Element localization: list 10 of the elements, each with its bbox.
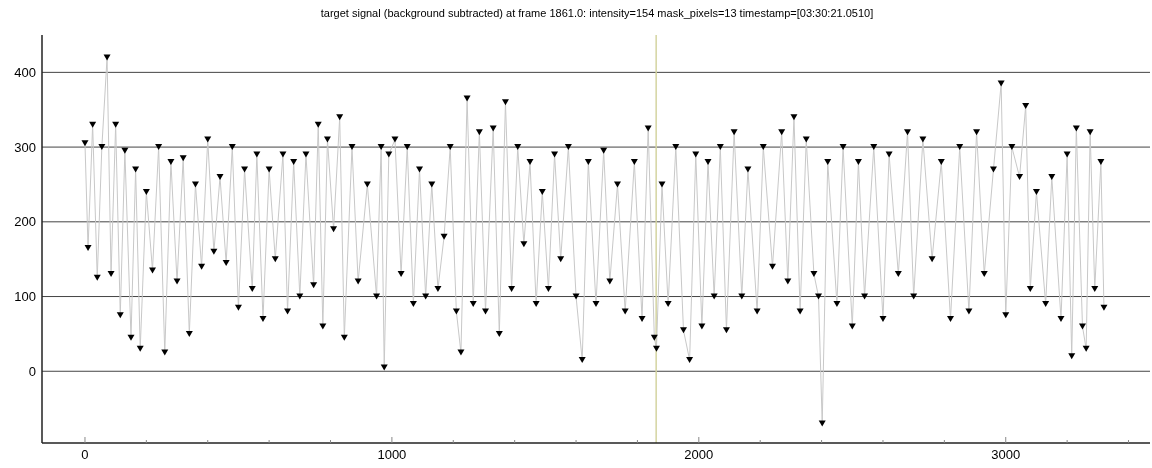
y-tick-label: 0: [28, 363, 36, 379]
y-tick-label: 100: [14, 289, 36, 305]
chart-title: target signal (background subtracted) at frame 1861.0: intensity=154 mask_pixels=13 timestamp=[03:30:21.0510]: [320, 7, 874, 19]
x-tick-label: 2000: [684, 447, 714, 462]
x-tick-label: 0: [81, 447, 89, 462]
y-tick-label: 200: [14, 214, 36, 230]
y-tick-label: 300: [14, 139, 36, 155]
y-tick-label: 400: [14, 64, 36, 80]
x-tick-label: 1000: [377, 447, 407, 462]
x-tick-label: 3000: [991, 447, 1021, 462]
